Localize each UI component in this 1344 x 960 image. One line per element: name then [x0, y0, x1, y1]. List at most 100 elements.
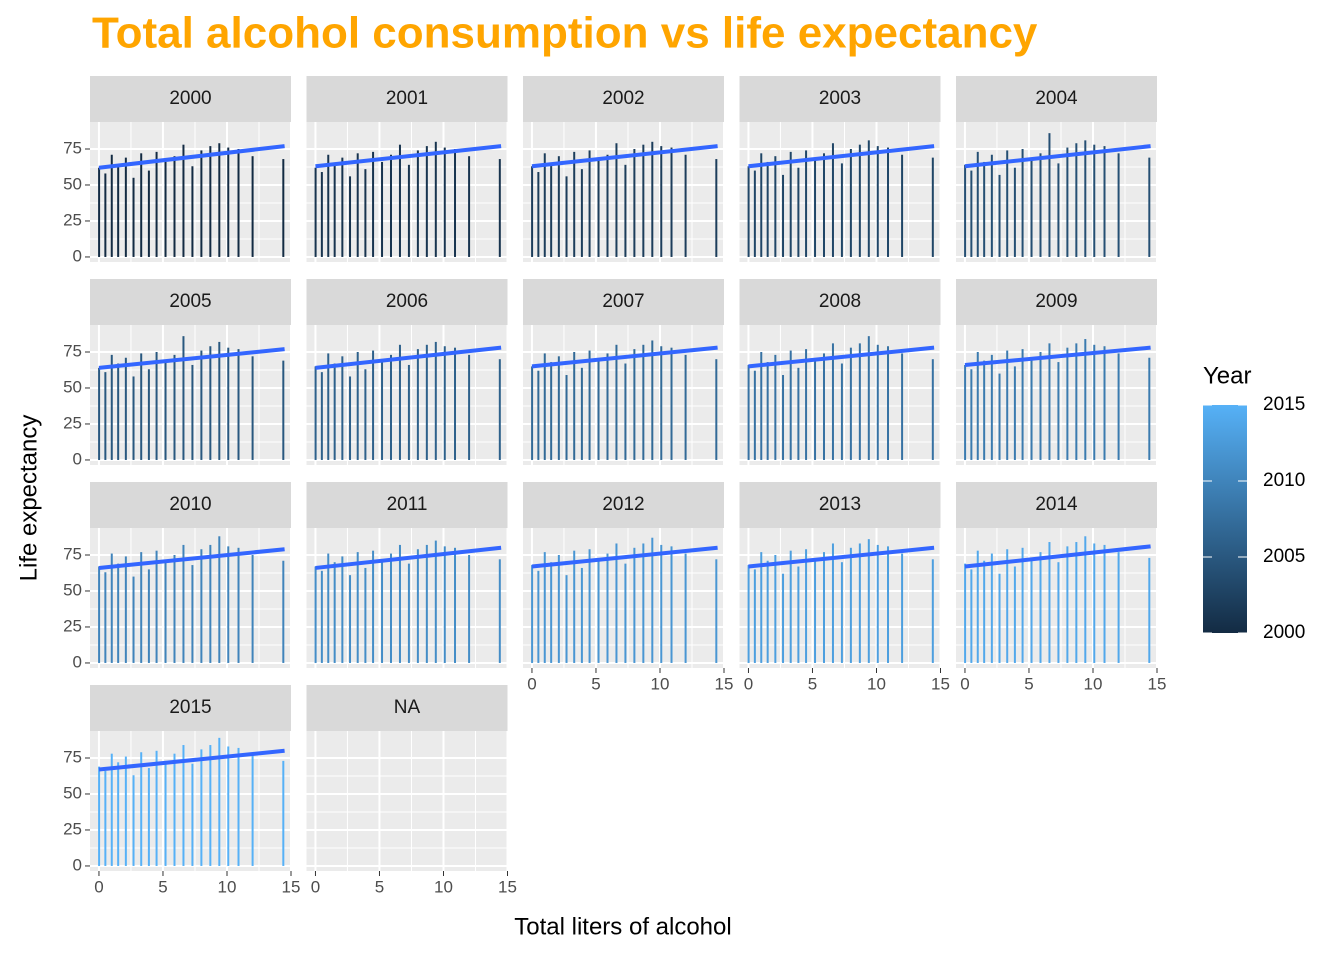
bar — [356, 552, 359, 663]
facet-label: 2011 — [387, 494, 428, 515]
bar — [314, 167, 317, 257]
bar — [132, 376, 135, 460]
panel-background — [956, 325, 1157, 465]
bar — [831, 343, 834, 460]
bar — [565, 575, 568, 663]
y-tick-label: 0 — [73, 449, 82, 468]
bar — [314, 566, 317, 663]
bar — [98, 566, 101, 663]
trend-line — [748, 345, 935, 369]
bar — [1006, 350, 1009, 460]
bar — [876, 146, 879, 257]
bar — [789, 151, 792, 257]
bar — [1075, 343, 1078, 460]
x-tick-label: 10 — [867, 674, 886, 693]
bar — [747, 364, 750, 460]
bar — [983, 560, 986, 663]
trend-line — [964, 544, 1151, 569]
bar — [164, 161, 167, 257]
bar — [931, 359, 934, 460]
bar — [543, 552, 546, 663]
bar — [606, 154, 609, 257]
bar — [990, 354, 993, 460]
bar — [760, 153, 763, 257]
bar — [282, 360, 285, 460]
bar — [320, 172, 323, 257]
bar — [684, 354, 687, 460]
bar — [970, 569, 973, 663]
bar — [976, 351, 979, 460]
bar — [251, 156, 254, 257]
panel-background — [90, 528, 291, 668]
bar — [876, 344, 879, 460]
bar — [550, 163, 553, 257]
bar — [822, 153, 825, 257]
bar — [1013, 366, 1016, 460]
x-tick-label: 10 — [1084, 674, 1103, 693]
facet-label: NA — [394, 697, 421, 718]
x-tick-label: 0 — [311, 877, 320, 896]
bar — [867, 539, 870, 663]
bar — [173, 753, 176, 866]
bar — [372, 151, 375, 257]
bar — [498, 359, 501, 460]
bar — [849, 347, 852, 460]
bar — [341, 157, 344, 257]
bar — [550, 562, 553, 663]
bar — [124, 756, 127, 866]
bar — [155, 750, 158, 866]
bar — [797, 167, 800, 257]
x-tick-label: 5 — [591, 674, 600, 693]
bar — [642, 344, 645, 460]
bar — [341, 556, 344, 663]
bar — [760, 351, 763, 460]
bar — [615, 344, 618, 460]
x-tick-label: 10 — [218, 877, 237, 896]
bar — [1030, 557, 1033, 663]
bar — [282, 760, 285, 866]
bar — [333, 363, 336, 460]
bar — [98, 167, 101, 257]
bar — [1103, 346, 1106, 460]
bar — [990, 154, 993, 257]
bar — [1048, 542, 1051, 663]
bar — [849, 547, 852, 663]
bar — [209, 745, 212, 866]
bar — [155, 351, 158, 460]
bar — [1039, 153, 1042, 257]
bar — [191, 364, 194, 460]
y-axis-title: Life expectancy — [15, 415, 42, 582]
facet-strip — [90, 482, 291, 528]
bar — [550, 362, 553, 460]
bar — [104, 572, 107, 663]
bar — [191, 166, 194, 257]
panel-background — [90, 122, 291, 262]
y-tick-label: 25 — [63, 210, 82, 229]
bar — [110, 753, 113, 866]
bar — [642, 543, 645, 663]
bar — [876, 544, 879, 663]
bar — [1117, 552, 1120, 663]
bar — [364, 567, 367, 663]
y-tick-label: 50 — [63, 580, 82, 599]
x-tick-label: 5 — [1024, 674, 1033, 693]
bar — [805, 349, 808, 460]
facet-strip — [956, 76, 1157, 122]
bar — [381, 560, 384, 663]
bar — [117, 164, 120, 257]
bar — [615, 143, 618, 257]
bar — [381, 360, 384, 460]
facet-strip — [306, 279, 508, 325]
bar — [104, 173, 107, 257]
bar — [333, 163, 336, 257]
bar — [753, 170, 756, 257]
bar — [970, 369, 973, 460]
bar — [314, 366, 317, 460]
bar — [372, 350, 375, 460]
bar — [931, 157, 934, 257]
bar — [407, 164, 410, 257]
bar — [117, 762, 120, 866]
bar — [1030, 359, 1033, 460]
bar — [983, 161, 986, 257]
bar — [789, 550, 792, 663]
